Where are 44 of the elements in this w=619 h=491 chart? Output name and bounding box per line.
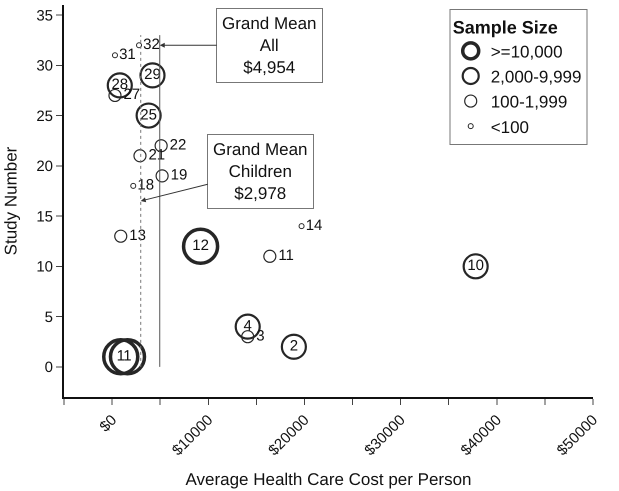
y-axis-title: Study Number: [1, 146, 20, 256]
point: [108, 88, 122, 102]
point: [130, 182, 136, 189]
point: [114, 230, 128, 243]
data-label: 13: [129, 226, 146, 244]
y-tick-label: 10: [36, 258, 53, 276]
point: [241, 330, 254, 344]
legend-label: <100: [490, 118, 530, 137]
data-label: 18: [137, 176, 154, 194]
data-label: 14: [306, 216, 322, 234]
point: [136, 42, 142, 48]
point: [156, 169, 169, 182]
y-tick-label: 20: [36, 158, 53, 176]
legend-label: 2,000-9,999: [490, 68, 582, 87]
y-tick-label: 0: [44, 359, 53, 376]
y-tick-label: 35: [36, 7, 53, 24]
point: [133, 149, 147, 162]
point: [263, 250, 276, 263]
legend-label: >=10,000: [490, 42, 563, 62]
data-label: 19: [170, 166, 188, 184]
x-axis-title: Average Health Care Cost per Person: [185, 470, 472, 489]
data-label: 25: [140, 106, 157, 124]
data-label: 1: [116, 348, 125, 365]
data-label: 22: [170, 136, 186, 154]
data-label: 1: [123, 348, 132, 365]
ref-line-label: Grand Mean All $4,954: [222, 14, 316, 78]
data-label: 10: [467, 257, 484, 274]
data-label: 32: [143, 36, 160, 53]
data-label: 3: [256, 327, 265, 344]
data-label: 31: [119, 46, 136, 64]
y-tick-label: 25: [36, 108, 53, 125]
data-label: 2: [290, 337, 298, 354]
y-tick-label: 15: [36, 208, 53, 226]
data-label: 11: [278, 247, 294, 264]
x-tick-label: $0: [96, 412, 120, 436]
point: [112, 52, 118, 58]
point: [298, 223, 305, 230]
y-tick-label: 30: [36, 58, 53, 75]
legend-label: 100-1,999: [490, 92, 568, 112]
y-tick-label: 5: [44, 308, 53, 326]
legend-title: Sample Size: [452, 17, 558, 38]
data-label: 4: [244, 317, 252, 334]
data-label: 12: [192, 236, 209, 254]
ref-line-label: Grand Mean Children $2,978: [213, 140, 308, 204]
